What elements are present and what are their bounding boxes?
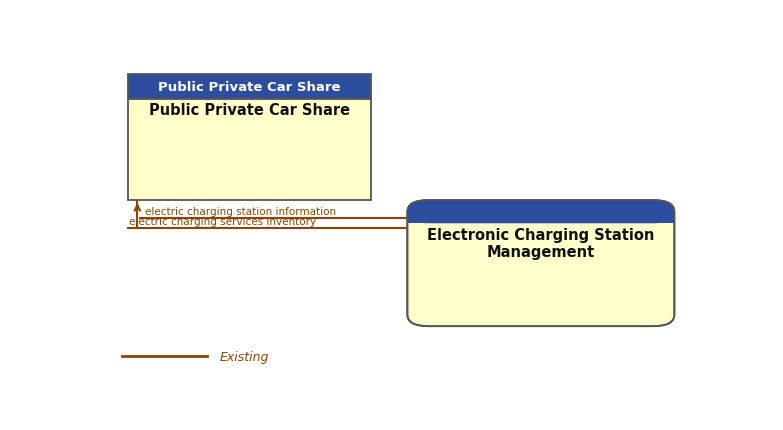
Text: Public Private Car Share: Public Private Car Share — [158, 81, 341, 94]
Text: electric charging station information: electric charging station information — [145, 206, 336, 216]
FancyBboxPatch shape — [128, 75, 371, 100]
FancyBboxPatch shape — [407, 200, 674, 326]
Text: Electronic Charging Station
Management: Electronic Charging Station Management — [428, 227, 655, 259]
FancyBboxPatch shape — [407, 200, 674, 224]
FancyBboxPatch shape — [128, 100, 371, 200]
Text: Existing: Existing — [219, 350, 269, 362]
Text: Public Private Car Share: Public Private Car Share — [149, 103, 350, 118]
FancyBboxPatch shape — [407, 211, 674, 224]
Text: electric charging services inventory: electric charging services inventory — [129, 216, 316, 226]
